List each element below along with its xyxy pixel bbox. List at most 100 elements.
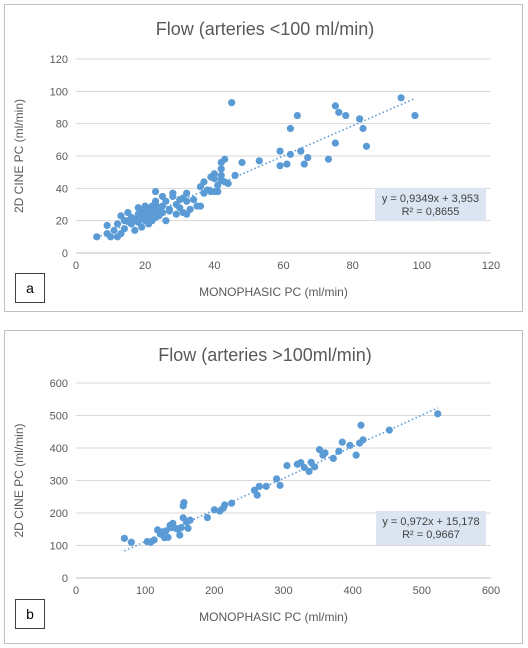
data-point (150, 536, 158, 544)
data-point (286, 124, 295, 133)
data-point (276, 481, 284, 489)
y-tick-label: 80 (56, 119, 68, 131)
data-point (238, 158, 246, 167)
data-point (255, 482, 263, 490)
data-point (120, 534, 129, 542)
data-point (276, 162, 284, 170)
x-tick-label: 400 (343, 585, 361, 597)
data-point (176, 531, 184, 539)
x-tick-label: 100 (413, 260, 431, 272)
scatter-chart-b: Flow (arteries >100ml/min) 0 100 200 300 400 5… (12, 345, 500, 624)
data-point (342, 111, 350, 120)
y-tick-label: 100 (50, 86, 68, 98)
data-point (335, 108, 343, 116)
chart-title: Flow (arteries <100 ml/min) (156, 19, 375, 39)
data-point (293, 111, 301, 120)
data-point (113, 220, 122, 228)
x-tick-label: 600 (482, 585, 500, 597)
trendline (124, 407, 439, 552)
data-point (165, 207, 173, 215)
data-point (276, 147, 284, 155)
data-point (120, 225, 129, 233)
data-point (180, 499, 188, 507)
data-point (214, 187, 222, 196)
data-point (151, 197, 160, 205)
data-point (321, 449, 329, 457)
data-point (355, 115, 364, 123)
data-point (359, 124, 367, 133)
x-tick-label: 120 (482, 260, 500, 272)
data-point (329, 454, 337, 462)
data-point (203, 513, 212, 522)
data-point (283, 461, 291, 470)
y-tick-label: 0 (62, 573, 68, 585)
x-tick-label: 20 (139, 260, 151, 272)
data-point (106, 233, 115, 241)
data-point (385, 426, 393, 434)
x-axis-title: MONOPHASIC PC (ml/min) (199, 610, 348, 624)
data-point (262, 482, 270, 490)
y-tick-label: 500 (50, 411, 68, 423)
equation-box (375, 188, 486, 221)
data-point (172, 210, 180, 218)
data-point (283, 160, 291, 168)
data-point (151, 187, 160, 196)
equation-box (376, 511, 486, 545)
data-point (331, 102, 339, 110)
data-point (331, 139, 339, 147)
y-axis-title: 2D CINE PC (ml/min) (12, 99, 26, 213)
data-point (315, 446, 324, 454)
x-tick-label: 80 (347, 260, 359, 272)
y-tick-label: 100 (50, 541, 68, 553)
x-tick-label: 500 (413, 585, 431, 597)
data-point (196, 202, 205, 210)
data-point (324, 155, 333, 163)
data-point (221, 501, 229, 509)
y-tick-label: 200 (50, 508, 68, 520)
data-point (184, 524, 192, 532)
x-tick-label: 100 (136, 585, 154, 597)
y-axis-title: 2D CINE PC (ml/min) (12, 423, 26, 537)
x-axis-title: MONOPHASIC PC (ml/min) (199, 285, 348, 299)
data-point (217, 171, 225, 179)
trendline (96, 97, 416, 239)
data-point (162, 197, 170, 205)
data-point (169, 192, 177, 201)
y-tick-label: 20 (56, 216, 68, 228)
data-point (411, 111, 419, 120)
chart-panel-a: Flow (arteries <100 ml/min) 0 20 40 60 80 100 1… (4, 4, 523, 312)
data-point (131, 226, 139, 234)
data-point (200, 178, 208, 186)
data-point (300, 160, 308, 168)
data-point (305, 467, 313, 475)
data-point (189, 196, 198, 204)
data-point (127, 538, 135, 546)
chart-panel-b: Flow (arteries >100ml/min) 0 100 200 300 400 5… (4, 330, 523, 644)
data-point (357, 421, 365, 429)
trendline-equation: y = 0,9349x + 3,953 (382, 193, 479, 205)
data-point (338, 438, 346, 446)
data-point (138, 223, 146, 231)
r-squared-label: R² = 0,9667 (402, 529, 460, 541)
y-tick-label: 300 (50, 476, 68, 488)
data-point (272, 475, 281, 483)
r-squared-label: R² = 0,8655 (402, 206, 460, 218)
data-point (210, 170, 218, 178)
data-point (169, 519, 177, 527)
scatter-chart-a: Flow (arteries <100 ml/min) 0 20 40 60 80 100 1… (12, 19, 500, 299)
data-point (177, 524, 185, 532)
data-point (221, 155, 229, 163)
data-point (162, 527, 170, 535)
y-tick-label: 60 (56, 151, 68, 163)
data-point (362, 142, 371, 150)
data-point (352, 451, 360, 459)
data-point (103, 221, 111, 230)
data-point (186, 205, 194, 213)
data-point (434, 410, 442, 418)
x-tick-label: 0 (73, 260, 79, 272)
x-tick-label: 200 (205, 585, 223, 597)
data-point (158, 208, 167, 217)
panel-label-b: b (15, 599, 45, 629)
data-point (217, 165, 225, 173)
y-tick-label: 400 (50, 443, 68, 455)
